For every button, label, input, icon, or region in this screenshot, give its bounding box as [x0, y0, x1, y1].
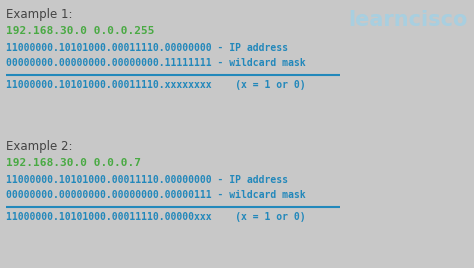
Text: 11000000.10101000.00011110.00000xxx    (x = 1 or 0): 11000000.10101000.00011110.00000xxx (x =… — [6, 212, 306, 222]
Text: Example 2:: Example 2: — [6, 140, 73, 153]
Text: 00000000.00000000.00000000.11111111 - wildcard mask: 00000000.00000000.00000000.11111111 - wi… — [6, 58, 306, 68]
Text: 11000000.10101000.00011110.00000000 - IP address: 11000000.10101000.00011110.00000000 - IP… — [6, 43, 288, 53]
Text: 192.168.30.0 0.0.0.7: 192.168.30.0 0.0.0.7 — [6, 158, 141, 168]
Text: 192.168.30.0 0.0.0.255: 192.168.30.0 0.0.0.255 — [6, 26, 155, 36]
Text: Example 1:: Example 1: — [6, 8, 73, 21]
Text: 11000000.10101000.00011110.00000000 - IP address: 11000000.10101000.00011110.00000000 - IP… — [6, 175, 288, 185]
Text: learncisco: learncisco — [348, 10, 468, 30]
Text: 00000000.00000000.00000000.00000111 - wildcard mask: 00000000.00000000.00000000.00000111 - wi… — [6, 190, 306, 200]
Text: 11000000.10101000.00011110.xxxxxxxx    (x = 1 or 0): 11000000.10101000.00011110.xxxxxxxx (x =… — [6, 80, 306, 90]
